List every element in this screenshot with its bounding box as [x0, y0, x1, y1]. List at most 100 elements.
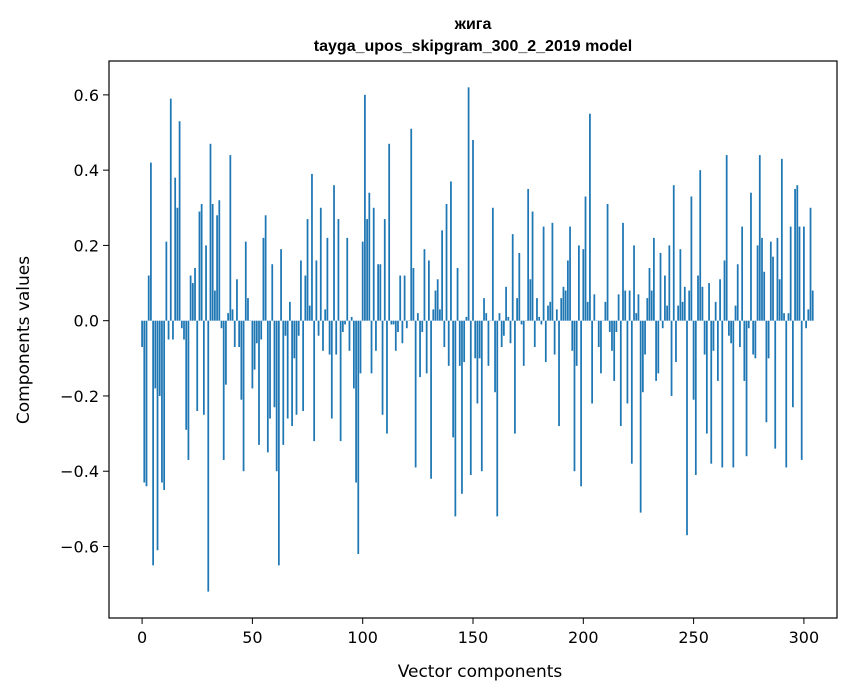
bar-175 [527, 188, 530, 321]
bar-286 [772, 256, 774, 321]
bar-266 [728, 320, 730, 336]
bar-138 [445, 204, 448, 321]
bar-89 [337, 219, 340, 321]
bar-280 [758, 155, 761, 321]
bar-288 [776, 237, 779, 321]
bar-147 [465, 316, 468, 321]
bar-76 [308, 305, 311, 321]
bar-277 [752, 320, 755, 355]
bar-110 [383, 219, 386, 321]
bar-188 [555, 309, 558, 321]
bar-78 [313, 320, 316, 442]
bar-241 [672, 185, 675, 321]
x-axis-label: Vector components [398, 662, 563, 682]
bar-69 [293, 320, 296, 359]
bar-56 [264, 215, 267, 321]
bar-232 [653, 237, 655, 321]
bar-127 [421, 320, 424, 332]
x-axis-ticks: 0 50 100 150 200 250 300 [137, 618, 819, 647]
bar-80 [317, 320, 320, 336]
bar-71 [297, 320, 300, 336]
bar-41 [231, 309, 234, 321]
bar-12 [167, 320, 170, 340]
bar-184 [547, 305, 549, 321]
bar-262 [719, 279, 721, 321]
bar-100 [361, 241, 364, 321]
bar-282 [763, 271, 766, 321]
bar-58 [269, 320, 271, 419]
bar-60 [273, 320, 276, 408]
bar-217 [619, 320, 622, 427]
bar-129 [425, 320, 428, 374]
bar-301 [805, 320, 807, 329]
bar-29 [205, 245, 207, 321]
bar-300 [803, 226, 805, 321]
bar-270 [736, 264, 739, 321]
bar-225 [637, 294, 640, 321]
bar-79 [315, 260, 318, 321]
bar-233 [655, 320, 657, 381]
bar-140 [450, 181, 452, 321]
bar-167 [509, 320, 512, 344]
bar-189 [558, 320, 560, 427]
bar-160 [494, 320, 496, 393]
bar-183 [544, 320, 547, 363]
bar-66 [286, 320, 289, 419]
bar-96 [352, 320, 355, 389]
bar-132 [432, 309, 435, 321]
bar-95 [350, 316, 353, 321]
y-tick-label: −0.2 [60, 387, 99, 406]
bar-181 [540, 320, 543, 325]
bar-48 [247, 298, 249, 321]
bar-182 [542, 226, 545, 321]
bar-169 [514, 320, 516, 434]
bar-15 [174, 177, 177, 321]
bar-230 [648, 267, 651, 321]
bar-298 [798, 226, 801, 321]
bar-149 [469, 320, 472, 475]
bar-143 [456, 267, 459, 321]
bar-126 [419, 320, 421, 378]
bar-235 [659, 252, 662, 321]
bar-42 [233, 320, 236, 348]
bar-109 [381, 320, 384, 415]
bar-73 [302, 320, 305, 411]
chart-subtitle: tayga_upos_skipgram_300_2_2019 model [314, 38, 632, 55]
bar-61 [275, 320, 278, 472]
bar-59 [271, 264, 274, 321]
bar-180 [538, 316, 541, 321]
bar-289 [778, 279, 781, 321]
bar-74 [304, 275, 307, 321]
bar-244 [679, 249, 682, 321]
y-axis-ticks: −0.6 −0.4 −0.2 0.0 0.2 0.4 0.6 [60, 86, 109, 556]
bar-275 [747, 320, 750, 329]
bar-154 [480, 320, 483, 472]
bar-285 [769, 241, 772, 321]
bar-224 [635, 313, 638, 321]
bar-216 [617, 294, 620, 321]
bar-281 [761, 237, 763, 321]
bar-260 [714, 301, 717, 321]
bar-257 [708, 283, 710, 321]
bar-87 [333, 185, 335, 321]
bar-238 [666, 305, 669, 321]
bar-139 [447, 320, 450, 366]
bar-85 [328, 320, 331, 355]
bar-47 [244, 241, 247, 321]
y-tick-label: −0.4 [60, 462, 99, 481]
bar-92 [344, 320, 346, 325]
bar-272 [741, 226, 744, 321]
bar-115 [394, 320, 397, 351]
bar-142 [454, 320, 457, 517]
bar-185 [549, 301, 552, 321]
bar-82 [322, 320, 324, 351]
bar-299 [800, 320, 803, 460]
bar-210 [604, 301, 607, 321]
bar-195 [571, 320, 574, 351]
bar-1 [143, 320, 146, 483]
y-tick-label: −0.6 [60, 537, 99, 556]
bar-208 [600, 320, 602, 374]
bar-0 [141, 320, 143, 348]
bar-31 [209, 143, 212, 321]
